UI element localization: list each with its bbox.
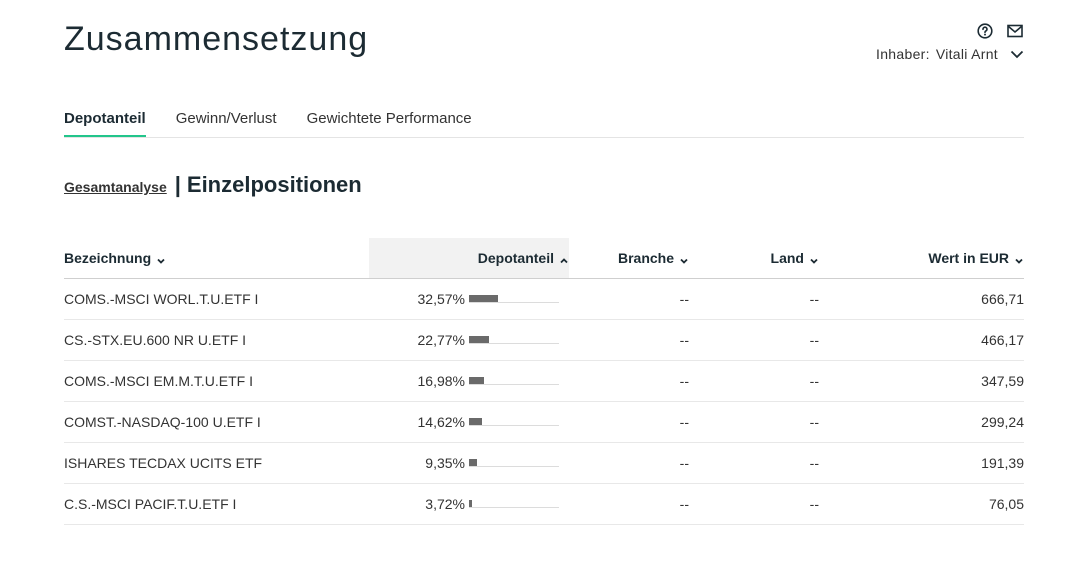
section-separator: | [174,172,181,197]
help-icon[interactable] [976,22,994,40]
col-header-label: Branche [617,250,674,266]
table-row[interactable]: COMS.-MSCI WORL.T.U.ETF I 32,57% -- -- 6… [64,278,1024,320]
col-header-label: Land [770,250,804,266]
page-title: Zusammensetzung [64,20,369,58]
position-land: -- [689,483,819,525]
share-percent: 16,98% [417,373,465,389]
position-value: 666,71 [819,278,1024,320]
table-row[interactable]: CS.-STX.EU.600 NR U.ETF I 22,77% -- -- 4… [64,319,1024,361]
chevron-down-icon [809,253,819,264]
col-header-land[interactable]: Land [689,238,819,279]
share-bar-fill [469,500,473,507]
share-percent: 32,57% [417,291,465,307]
tab-depotanteil[interactable]: Depotanteil [64,106,146,137]
col-header-depotanteil[interactable]: Depotanteil [369,238,569,279]
share-bar-fill [469,336,490,343]
header-actions: Inhaber: Vitali Arnt [876,22,1024,62]
share-percent: 14,62% [417,414,465,430]
position-share: 22,77% [369,319,569,361]
table-row[interactable]: C.S.-MSCI PACIF.T.U.ETF I 3,72% -- -- 76… [64,483,1024,525]
col-header-label: Wert in EUR [928,250,1009,266]
position-branche: -- [569,319,689,361]
position-share: 32,57% [369,278,569,320]
chevron-down-icon [1010,50,1024,59]
owner-name: Vitali Arnt [935,46,998,62]
position-share: 3,72% [369,483,569,525]
share-bar-fill [469,295,499,302]
gesamtanalyse-link[interactable]: Gesamtanalyse [64,179,167,195]
owner-selector[interactable]: Inhaber: Vitali Arnt [876,46,1024,62]
col-header-label: Bezeichnung [64,250,152,266]
share-bar [469,500,559,508]
share-bar-fill [469,459,478,466]
share-percent: 3,72% [425,496,465,512]
table-row[interactable]: ISHARES TECDAX UCITS ETF 9,35% -- -- 191… [64,442,1024,484]
share-bar-fill [469,377,485,384]
position-branche: -- [569,483,689,525]
section-title: Einzelpositionen [186,172,362,197]
table-row[interactable]: COMS.-MSCI EM.M.T.U.ETF I 16,98% -- -- 3… [64,360,1024,402]
share-bar [469,336,559,344]
tab-bar: Depotanteil Gewinn/Verlust Gewichtete Pe… [64,106,1024,138]
position-name: COMS.-MSCI WORL.T.U.ETF I [64,278,369,320]
tab-gewinn-verlust[interactable]: Gewinn/Verlust [175,110,277,127]
position-value: 191,39 [819,442,1024,484]
position-value: 466,17 [819,319,1024,361]
share-bar [469,418,559,426]
col-header-branche[interactable]: Branche [569,238,689,279]
position-branche: -- [569,360,689,402]
position-name: ISHARES TECDAX UCITS ETF [64,442,369,484]
position-share: 14,62% [369,401,569,443]
tab-gewichtete-performance[interactable]: Gewichtete Performance [306,110,472,127]
share-bar [469,295,559,303]
position-share: 9,35% [369,442,569,484]
col-header-label: Depotanteil [477,250,554,266]
chevron-down-icon [1014,253,1024,264]
position-branche: -- [569,401,689,443]
position-name: C.S.-MSCI PACIF.T.U.ETF I [64,483,369,525]
position-branche: -- [569,278,689,320]
owner-label: Inhaber: [876,46,930,62]
position-land: -- [689,442,819,484]
position-land: -- [689,401,819,443]
mail-icon[interactable] [1006,22,1024,40]
table-header-row: Bezeichnung Depotanteil Branche Land [64,238,1024,279]
position-branche: -- [569,442,689,484]
chevron-down-icon [679,253,689,264]
table-row[interactable]: COMST.-NASDAQ-100 U.ETF I 14,62% -- -- 2… [64,401,1024,443]
position-value: 76,05 [819,483,1024,525]
col-header-wert[interactable]: Wert in EUR [819,238,1024,279]
chevron-down-icon [156,253,166,264]
share-percent: 9,35% [425,455,465,471]
share-percent: 22,77% [417,332,465,348]
positions-table: Bezeichnung Depotanteil Branche Land [64,238,1024,525]
position-name: CS.-STX.EU.600 NR U.ETF I [64,319,369,361]
chevron-up-icon [559,253,569,264]
position-share: 16,98% [369,360,569,402]
share-bar [469,459,559,467]
share-bar [469,377,559,385]
position-land: -- [689,360,819,402]
position-name: COMS.-MSCI EM.M.T.U.ETF I [64,360,369,402]
position-name: COMST.-NASDAQ-100 U.ETF I [64,401,369,443]
section-header: Gesamtanalyse | Einzelpositionen [64,172,362,198]
col-header-bezeichnung[interactable]: Bezeichnung [64,238,369,279]
position-value: 347,59 [819,360,1024,402]
position-land: -- [689,319,819,361]
position-land: -- [689,278,819,320]
header-icons [876,22,1024,40]
share-bar-fill [469,418,483,425]
position-value: 299,24 [819,401,1024,443]
